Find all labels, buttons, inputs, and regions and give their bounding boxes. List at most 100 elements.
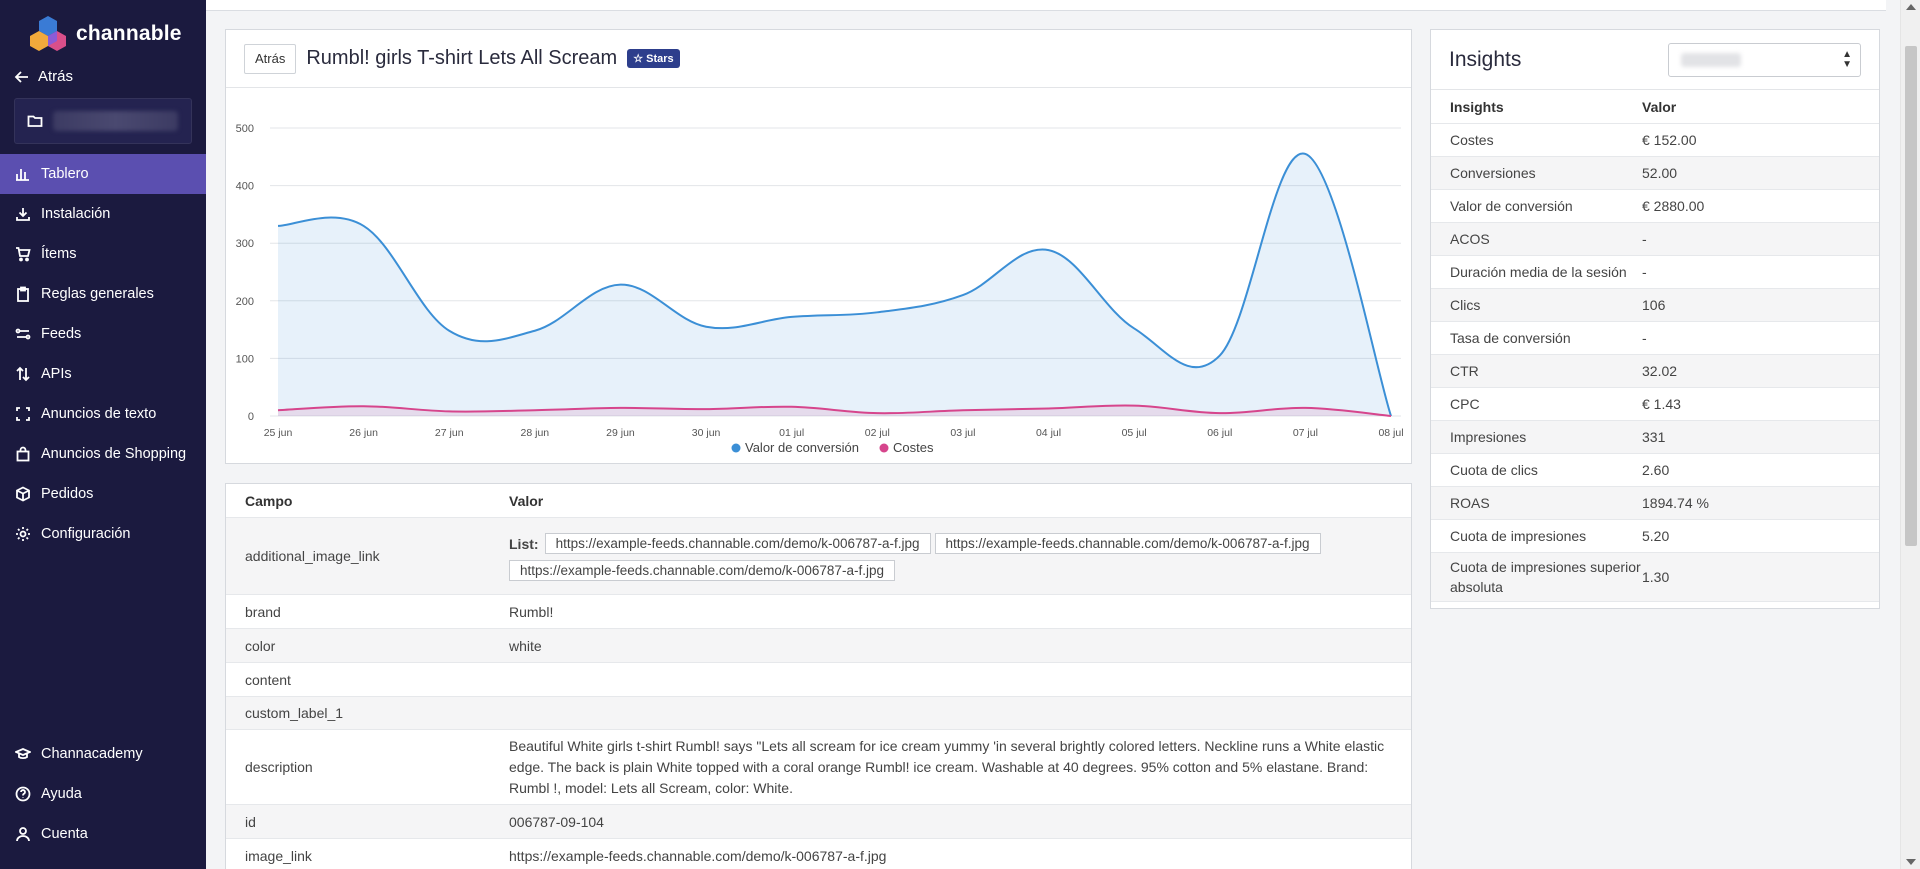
- table-row: content: [226, 663, 1411, 697]
- sidebar-item-channacademy[interactable]: Channacademy: [0, 734, 206, 774]
- insights-row: ROAS 1894.74 %: [1431, 487, 1879, 520]
- column-header-field: Campo: [245, 492, 293, 509]
- list-label: List:: [509, 535, 539, 552]
- x-tick-label: 05 jul: [1122, 427, 1147, 439]
- insight-value: 2.60: [1642, 462, 1670, 478]
- insight-name: Cuota de impresiones: [1450, 528, 1587, 544]
- field-name: content: [245, 671, 291, 688]
- sidebar-item-instalacion[interactable]: Instalación: [0, 194, 206, 234]
- table-row: description Beautiful White girls t-shir…: [226, 730, 1411, 805]
- sidebar-back-label: Atrás: [38, 68, 74, 85]
- insights-header-row: Insights Valor: [1431, 90, 1879, 124]
- sidebar-item-label: Configuración: [41, 526, 131, 542]
- sidebar-item-anuncios-de-texto[interactable]: Anuncios de texto: [0, 394, 206, 434]
- page-scrollbar[interactable]: [1900, 0, 1920, 869]
- sidebar-item-ayuda[interactable]: Ayuda: [0, 774, 206, 814]
- insight-value: -: [1642, 330, 1647, 346]
- sidebar-item-apis[interactable]: APIs: [0, 354, 206, 394]
- field-name: additional_image_link: [245, 548, 380, 564]
- insights-row: CPC € 1.43: [1431, 388, 1879, 421]
- insights-row: CTR 32.02: [1431, 355, 1879, 388]
- feeds-icon: [15, 326, 31, 342]
- field-value: white: [509, 637, 542, 654]
- sidebar-nav: Tablero Instalación Ítems Reglas general…: [0, 154, 206, 554]
- bar-chart-icon: [15, 166, 31, 182]
- insight-name: Valor de conversión: [1450, 198, 1573, 214]
- x-tick-label: 04 jul: [1036, 427, 1061, 439]
- insights-row: ACOS -: [1431, 223, 1879, 256]
- insights-row: Clics 106: [1431, 289, 1879, 322]
- sidebar-item-pedidos[interactable]: Pedidos: [0, 474, 206, 514]
- folder-icon: [27, 113, 43, 129]
- insight-value: -: [1642, 264, 1647, 280]
- field-name: description: [245, 759, 313, 775]
- scroll-up-arrow-icon[interactable]: [1906, 4, 1916, 10]
- table-row: custom_label_1: [226, 697, 1411, 730]
- insights-row: Valor de conversión € 2880.00: [1431, 190, 1879, 223]
- scroll-down-arrow-icon[interactable]: [1906, 859, 1916, 865]
- x-tick-label: 25 jun: [264, 427, 293, 439]
- sidebar-item-reglas-generales[interactable]: Reglas generales: [0, 274, 206, 314]
- sidebar-item-label: Cuenta: [41, 826, 88, 842]
- attributes-table: Campo Valor additional_image_link List: …: [225, 483, 1412, 869]
- x-tick-label: 27 jun: [435, 427, 464, 439]
- legend-marker: [731, 443, 741, 453]
- period-select[interactable]: ▲ ▼: [1668, 42, 1861, 77]
- x-tick-label: 02 jul: [865, 427, 890, 439]
- y-tick-label: 200: [236, 296, 254, 308]
- sidebar-item-label: Reglas generales: [41, 286, 154, 302]
- insights-table: Insights Valor Costes € 152.00 Conversione…: [1431, 90, 1879, 602]
- project-name-redacted: [53, 111, 178, 131]
- field-name: brand: [245, 603, 281, 620]
- field-name: custom_label_1: [245, 705, 344, 721]
- x-tick-label: 07 jul: [1293, 427, 1318, 439]
- sidebar-back-link[interactable]: Atrás: [14, 68, 73, 85]
- project-selector[interactable]: [14, 98, 192, 144]
- insight-value: -: [1642, 231, 1647, 247]
- x-tick-label: 30 jun: [692, 427, 721, 439]
- insight-name: Duración media de la sesión: [1450, 264, 1627, 280]
- product-chart-panel: Atrás Rumbl! girls T-shirt Lets All Scre…: [225, 29, 1412, 464]
- sidebar-bottom-nav: Channacademy Ayuda Cuenta: [0, 734, 206, 854]
- field-value: Beautiful White girls t-shirt Rumbl! say…: [509, 737, 1385, 796]
- box-icon: [15, 486, 31, 502]
- sidebar-item-configuracion[interactable]: Configuración: [0, 514, 206, 554]
- sidebar-item-feeds[interactable]: Feeds: [0, 314, 206, 354]
- sidebar-item-cuenta[interactable]: Cuenta: [0, 814, 206, 854]
- insight-name: Clics: [1450, 297, 1481, 313]
- channable-logo[interactable]: channable: [28, 14, 182, 54]
- sidebar-item-label: Feeds: [41, 326, 82, 342]
- gear-icon: [15, 526, 31, 542]
- table-row: id 006787-09-104: [226, 805, 1411, 839]
- sidebar-item-label: Channacademy: [41, 746, 143, 762]
- sidebar-item-items[interactable]: Ítems: [0, 234, 206, 274]
- series-line: [277, 152, 1392, 417]
- insight-name: ROAS: [1450, 495, 1490, 511]
- column-header-value: Valor: [509, 492, 544, 509]
- table-header-row: Campo Valor: [226, 484, 1411, 518]
- top-header: [206, 0, 1886, 11]
- back-button[interactable]: Atrás: [244, 43, 297, 74]
- x-tick-label: 26 jun: [349, 427, 378, 439]
- insight-name: Costes: [1450, 132, 1494, 148]
- sidebar-item-label: Instalación: [41, 206, 111, 222]
- insights-header: Insights ▲ ▼: [1431, 30, 1879, 90]
- y-tick-label: 500: [236, 123, 254, 135]
- insights-row: Tasa de conversión -: [1431, 322, 1879, 355]
- insight-name: CPC: [1450, 396, 1480, 412]
- field-name: image_link: [245, 847, 312, 864]
- list-chip[interactable]: https://example-feeds.channable.com/demo…: [544, 533, 931, 554]
- insight-value: 52.00: [1642, 165, 1678, 181]
- field-value: [509, 697, 1411, 729]
- legend-label: Costes: [893, 440, 934, 455]
- sidebar-item-label: Anuncios de Shopping: [41, 446, 187, 462]
- sidebar-item-tablero[interactable]: Tablero: [0, 154, 206, 194]
- y-tick-label: 300: [236, 238, 254, 250]
- sidebar-item-label: Pedidos: [41, 486, 94, 502]
- table-row: color white: [226, 629, 1411, 663]
- stars-badge[interactable]: ☆ Stars: [627, 49, 680, 68]
- list-chip[interactable]: https://example-feeds.channable.com/demo…: [509, 560, 895, 581]
- scrollbar-thumb[interactable]: [1905, 46, 1917, 546]
- list-chip[interactable]: https://example-feeds.channable.com/demo…: [934, 533, 1321, 554]
- sidebar-item-anuncios-de-shopping[interactable]: Anuncios de Shopping: [0, 434, 206, 474]
